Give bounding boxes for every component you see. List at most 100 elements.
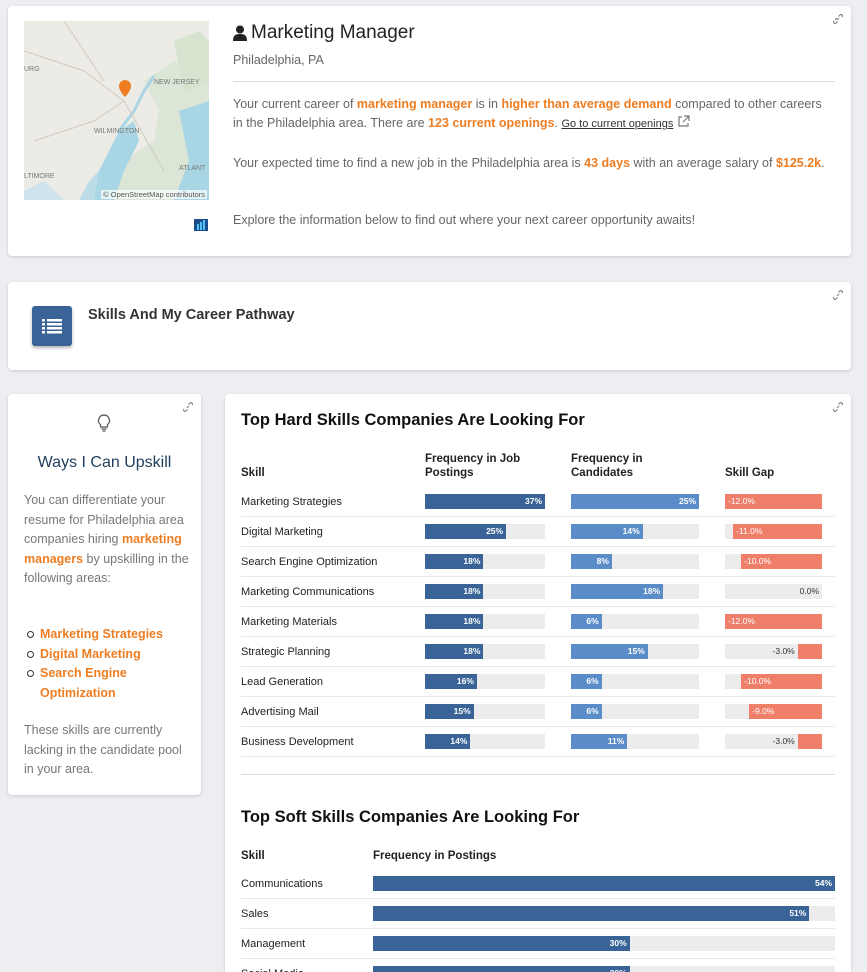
salary-paragraph: Your expected time to find a new job in … (233, 156, 825, 170)
soft-skills-title: Top Soft Skills Companies Are Looking Fo… (241, 808, 580, 826)
upskill-title: Ways I Can Upskill (37, 454, 172, 471)
skill-name: Marketing Materials (241, 616, 337, 628)
skill-gap-label: -12.0% (728, 616, 755, 626)
explore-paragraph: Explore the information below to find ou… (233, 213, 696, 227)
candidate-frequency-label: 14% (622, 526, 640, 536)
openings-highlight: 123 current openings (428, 116, 555, 130)
skill-name: Business Development (241, 736, 354, 748)
job-frequency-fill: 25% (425, 524, 507, 539)
pathway-title: Skills And My Career Pathway (88, 307, 295, 323)
link-icon[interactable] (833, 290, 843, 300)
skill-gap-label: -3.0% (772, 736, 795, 746)
posting-frequency-fill: 51% (373, 906, 810, 921)
skill-gap-fill (741, 674, 822, 689)
job-frequency-label: 18% (463, 556, 481, 566)
job-frequency-bar: 18% (425, 644, 545, 659)
candidate-frequency-bar: 14% (571, 524, 699, 539)
table-row: Search Engine Optimization 18% 8% -10.0% (241, 547, 835, 577)
location-pin-icon (119, 80, 131, 97)
posting-frequency-bar: 30% (373, 936, 835, 951)
column-header-skill: Skill (241, 850, 265, 862)
candidate-frequency-label: 6% (586, 616, 599, 626)
candidate-frequency-bar: 6% (571, 614, 699, 629)
job-frequency-label: 18% (463, 616, 481, 626)
posting-frequency-label: 30% (610, 968, 627, 972)
job-frequency-fill: 14% (425, 734, 471, 749)
candidate-frequency-fill: 15% (571, 644, 648, 659)
skill-gap-bar: -12.0% (725, 614, 822, 629)
lightbulb-icon (98, 414, 110, 432)
career-summary-card: URG NEW JERSEY WILMINGTON ATLANT LTIMORE… (8, 6, 851, 256)
candidate-frequency-label: 8% (596, 556, 609, 566)
skill-gap-label: -11.0% (736, 526, 763, 536)
candidate-frequency-fill: 6% (571, 674, 602, 689)
job-frequency-fill: 18% (425, 584, 484, 599)
job-frequency-bar: 14% (425, 734, 545, 749)
map-label: ATLANT (179, 165, 206, 172)
skill-name: Search Engine Optimization (241, 556, 378, 568)
map-label: LTIMORE (24, 173, 55, 180)
posting-frequency-bar: 54% (373, 876, 835, 891)
hard-skills-title: Top Hard Skills Companies Are Looking Fo… (241, 411, 585, 429)
current-openings-link[interactable]: Go to current openings (561, 118, 674, 130)
candidate-frequency-bar: 18% (571, 584, 699, 599)
candidate-frequency-label: 18% (643, 586, 661, 596)
map-label: URG (24, 66, 40, 73)
skill-name: Digital Marketing (241, 526, 323, 538)
posting-frequency-bar: 51% (373, 906, 835, 921)
candidate-frequency-label: 6% (586, 706, 599, 716)
list-icon (42, 319, 62, 334)
skill-gap-label: -10.0% (744, 556, 772, 566)
user-icon (233, 25, 247, 41)
candidate-frequency-fill: 6% (571, 704, 602, 719)
location-map[interactable]: URG NEW JERSEY WILMINGTON ATLANT LTIMORE… (24, 21, 209, 200)
table-row: Business Development 14% 11% -3.0% (241, 727, 835, 757)
skill-gap-label: -10.0% (744, 676, 772, 686)
map-label: WILMINGTON (94, 128, 139, 135)
skill-name: Lead Generation (241, 676, 323, 688)
divider (233, 81, 835, 82)
skill-gap-fill (733, 524, 822, 539)
job-frequency-fill: 15% (425, 704, 474, 719)
external-link-icon[interactable] (677, 115, 690, 128)
skill-name: Strategic Planning (241, 646, 331, 658)
list-item: Marketing Strategies (27, 625, 190, 645)
posting-frequency-bar: 30% (373, 966, 835, 972)
posting-frequency-label: 30% (609, 938, 627, 948)
link-icon[interactable] (183, 402, 193, 412)
job-frequency-label: 16% (456, 676, 474, 686)
table-row: Communications 54% (241, 869, 835, 899)
table-row: Sales 51% (241, 899, 835, 929)
job-frequency-bar: 16% (425, 674, 545, 689)
skill-gap-label: -12.0% (728, 496, 755, 506)
candidate-frequency-fill: 8% (571, 554, 612, 569)
skill-gap-fill (725, 614, 822, 629)
bar-chart-icon[interactable] (193, 218, 209, 232)
job-frequency-label: 25% (486, 526, 504, 536)
skill-gap-bar: -10.0% (725, 674, 822, 689)
job-location: Philadelphia, PA (233, 53, 324, 67)
column-header-job-frequency: Frequency in Job Postings (425, 453, 521, 479)
table-row: Marketing Communications 18% 18% 0.0% (241, 577, 835, 607)
candidate-frequency-label: 6% (586, 676, 599, 686)
skill-gap-label: -3.0% (772, 646, 795, 656)
skill-gap-bar: -9.0% (725, 704, 822, 719)
map-credit[interactable]: © OpenStreetMap contributors (101, 190, 207, 199)
job-frequency-fill: 18% (425, 554, 484, 569)
candidate-frequency-bar: 6% (571, 704, 699, 719)
table-row: Marketing Strategies 37% 25% -12.0% (241, 487, 835, 517)
candidate-frequency-fill: 6% (571, 614, 602, 629)
link-icon[interactable] (833, 14, 843, 24)
list-button[interactable] (32, 306, 72, 346)
link-icon[interactable] (833, 402, 843, 412)
table-row: Advertising Mail 15% 6% -9.0% (241, 697, 835, 727)
column-header-skill-gap: Skill Gap (725, 467, 775, 479)
job-frequency-bar: 37% (425, 494, 545, 509)
skill-gap-fill (797, 644, 822, 659)
job-title: Marketing Manager (233, 22, 415, 44)
candidate-frequency-label: 25% (678, 496, 696, 506)
job-frequency-fill: 37% (425, 494, 545, 509)
demand-highlight: higher than average demand (501, 97, 672, 111)
salary-highlight: $125.2k (775, 156, 822, 170)
map-label: NEW JERSEY (154, 79, 200, 86)
